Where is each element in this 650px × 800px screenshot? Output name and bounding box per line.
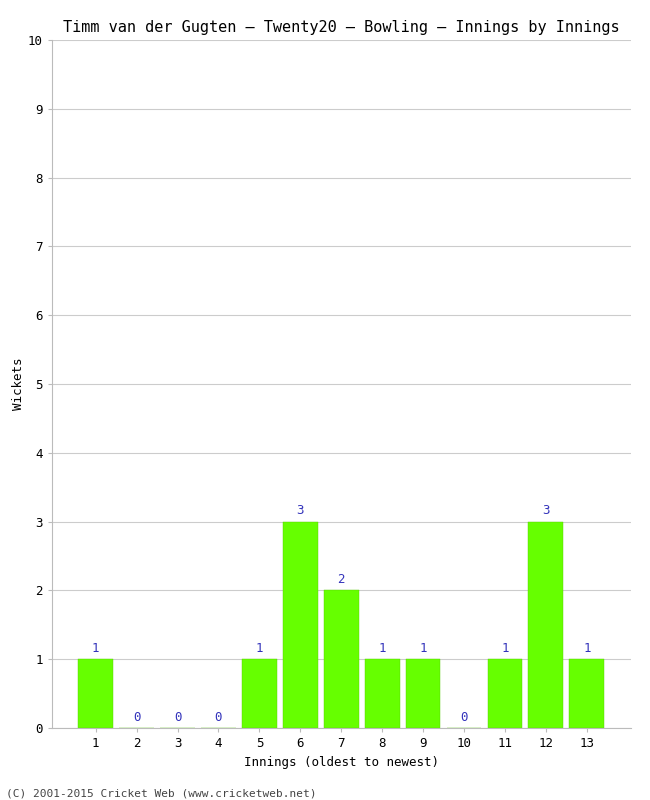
- Text: 1: 1: [419, 642, 427, 655]
- Text: (C) 2001-2015 Cricket Web (www.cricketweb.net): (C) 2001-2015 Cricket Web (www.cricketwe…: [6, 788, 317, 798]
- Bar: [242, 659, 277, 728]
- Bar: [365, 659, 400, 728]
- Text: 0: 0: [214, 711, 222, 724]
- Text: 1: 1: [501, 642, 509, 655]
- Text: 1: 1: [583, 642, 591, 655]
- Text: 2: 2: [337, 574, 345, 586]
- Bar: [283, 522, 318, 728]
- Bar: [528, 522, 564, 728]
- Text: 3: 3: [542, 505, 550, 518]
- Bar: [324, 590, 359, 728]
- X-axis label: Innings (oldest to newest): Innings (oldest to newest): [244, 755, 439, 769]
- Bar: [78, 659, 113, 728]
- Bar: [569, 659, 604, 728]
- Title: Timm van der Gugten – Twenty20 – Bowling – Innings by Innings: Timm van der Gugten – Twenty20 – Bowling…: [63, 20, 619, 34]
- Y-axis label: Wickets: Wickets: [12, 358, 25, 410]
- Bar: [406, 659, 441, 728]
- Text: 3: 3: [296, 505, 304, 518]
- Text: 1: 1: [378, 642, 386, 655]
- Text: 1: 1: [255, 642, 263, 655]
- Text: 0: 0: [174, 711, 181, 724]
- Text: 1: 1: [92, 642, 99, 655]
- Bar: [488, 659, 523, 728]
- Text: 0: 0: [133, 711, 140, 724]
- Text: 0: 0: [460, 711, 468, 724]
